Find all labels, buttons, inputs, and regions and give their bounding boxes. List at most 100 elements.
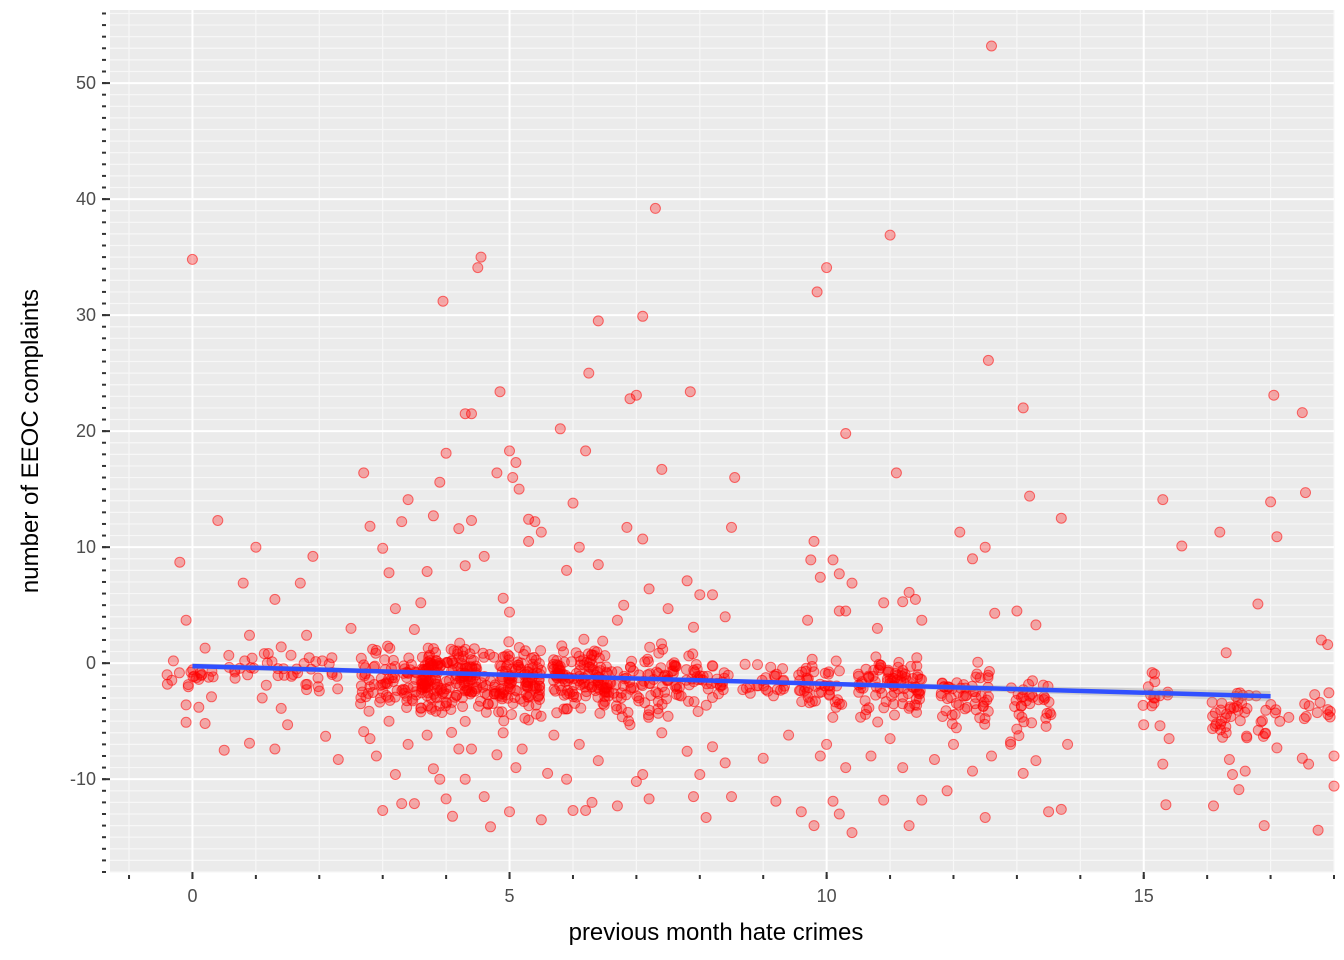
data-point [707, 589, 718, 601]
x-tick-label: 0 [187, 886, 197, 906]
data-point [527, 680, 539, 692]
data-point [1268, 389, 1280, 401]
data-point [375, 692, 386, 704]
data-point [554, 423, 566, 435]
data-point [948, 738, 959, 750]
data-point [656, 727, 668, 739]
data-point [301, 684, 313, 696]
data-point [367, 687, 379, 698]
data-point [1283, 711, 1295, 723]
data-point [1011, 605, 1023, 617]
data-point [370, 644, 382, 656]
data-point [603, 686, 615, 698]
data-point [199, 718, 211, 729]
data-point [445, 643, 457, 655]
data-point [440, 447, 452, 459]
data-point [1030, 755, 1042, 767]
data-point [1234, 715, 1246, 727]
data-point [974, 712, 986, 724]
y-axis-title: number of EEOC complaints [17, 289, 44, 593]
data-point [421, 729, 433, 741]
data-point [644, 641, 656, 653]
data-point [561, 773, 573, 785]
data-point [909, 593, 921, 605]
data-point [691, 663, 703, 675]
data-point [1220, 727, 1232, 739]
data-point [272, 670, 284, 682]
data-point [681, 745, 693, 757]
data-point [827, 711, 839, 723]
data-point [1232, 704, 1244, 716]
data-point [437, 295, 449, 307]
data-point [870, 689, 882, 701]
data-point [967, 765, 978, 777]
data-point [427, 763, 439, 775]
data-point [700, 699, 712, 711]
data-point [186, 253, 198, 265]
data-point [207, 671, 219, 683]
data-point [760, 684, 772, 695]
data-point [878, 702, 890, 714]
data-point [1209, 707, 1221, 719]
data-point [440, 793, 452, 805]
data-point [625, 661, 636, 673]
data-point [529, 516, 541, 528]
data-point [673, 689, 685, 701]
minor-x-gridlines [128, 10, 1335, 872]
data-point [1328, 780, 1340, 792]
y-tick-label: -10 [70, 769, 96, 789]
data-point [673, 681, 685, 693]
data-point [199, 642, 211, 654]
data-point [1149, 668, 1160, 680]
data-point [260, 679, 272, 691]
data-point [692, 706, 704, 717]
data-point [631, 690, 643, 702]
data-point [961, 701, 973, 713]
data-point [1039, 692, 1051, 704]
data-point [477, 647, 489, 659]
data-point [1328, 750, 1340, 762]
data-point [649, 202, 661, 214]
data-point [399, 684, 411, 696]
data-point [597, 635, 609, 647]
data-point [434, 476, 446, 488]
data-point [445, 704, 457, 715]
data-point [628, 682, 640, 694]
data-point [1223, 754, 1235, 765]
data-point [408, 624, 420, 635]
data-point [548, 729, 560, 741]
data-point [380, 677, 392, 689]
data-point [1154, 720, 1166, 732]
data-point [443, 675, 455, 686]
data-point [878, 597, 890, 609]
data-point [560, 703, 572, 715]
data-point [417, 677, 429, 689]
data-point [494, 386, 506, 398]
data-point [475, 251, 487, 263]
data-point [726, 521, 737, 533]
data-point [1157, 758, 1169, 770]
data-point [630, 389, 642, 401]
data-point [889, 709, 900, 721]
data-point [1300, 711, 1312, 722]
data-point [534, 684, 546, 696]
data-point [688, 621, 699, 633]
data-point [453, 523, 465, 535]
data-point [491, 749, 503, 761]
data-point [459, 773, 471, 785]
data-point [583, 661, 595, 673]
data-point [377, 542, 389, 554]
x-axis-title: previous month hate crimes [569, 919, 864, 946]
data-point [1015, 700, 1027, 712]
data-point [515, 657, 527, 669]
data-point [1055, 803, 1067, 815]
data-point [846, 827, 858, 839]
data-point [809, 695, 821, 707]
data-point [833, 568, 845, 580]
data-point [561, 564, 573, 576]
data-point [364, 520, 376, 532]
data-point [757, 752, 769, 764]
data-point [364, 733, 376, 745]
data-point [897, 691, 909, 703]
